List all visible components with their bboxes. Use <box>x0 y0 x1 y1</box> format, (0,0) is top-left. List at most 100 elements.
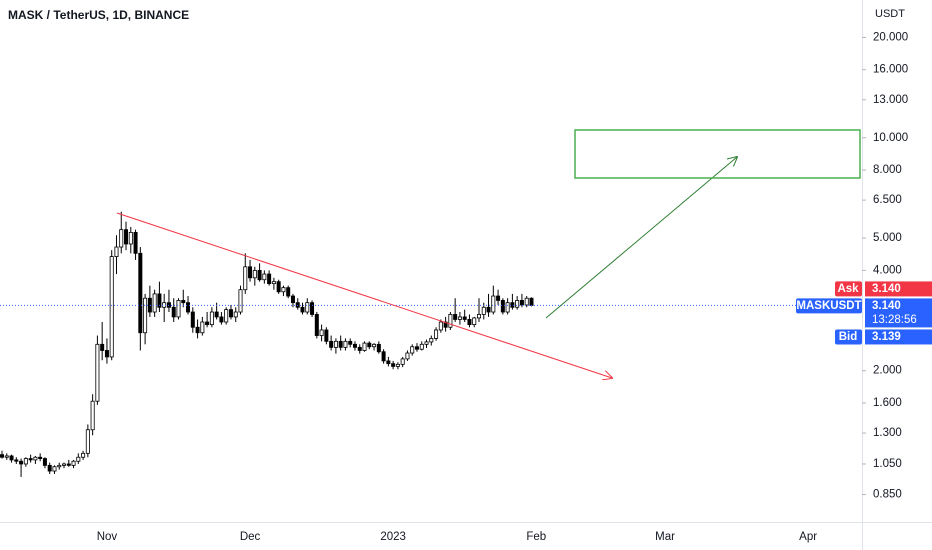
candle-body <box>414 346 419 350</box>
candle-body <box>190 311 195 328</box>
candle-body <box>42 458 47 466</box>
candle-body <box>491 295 496 313</box>
candle-body <box>23 458 28 465</box>
candle-body <box>224 309 229 323</box>
x-tick-label: Feb <box>526 531 546 543</box>
last-price: 3.140 <box>872 300 901 312</box>
candle-body <box>119 229 124 248</box>
candle-body <box>286 287 291 297</box>
candle-body <box>214 311 219 318</box>
y-tick-label: 13.000 <box>873 94 908 106</box>
candle-body <box>386 360 391 365</box>
y-tick-label: 2.000 <box>873 365 902 377</box>
candle-body <box>209 311 214 326</box>
candle-body <box>467 319 472 326</box>
ask-price: 3.140 <box>872 283 901 295</box>
candle-body <box>14 459 19 462</box>
candle-body <box>233 311 238 318</box>
candle-body <box>138 252 143 334</box>
candle-body <box>391 363 396 367</box>
bid-tag <box>835 329 862 345</box>
candle-body <box>0 454 4 458</box>
target-arrow <box>545 157 737 319</box>
countdown: 13:28:56 <box>872 314 917 326</box>
axis-unit: USDT <box>875 8 905 20</box>
candle-body <box>262 273 267 281</box>
bid-price: 3.139 <box>872 331 901 343</box>
candle-body <box>300 306 305 313</box>
last-price-box <box>865 298 932 328</box>
candle-body <box>62 463 67 466</box>
candle-body <box>248 266 253 279</box>
candle-body <box>486 306 491 313</box>
candle-body <box>376 343 381 353</box>
chart-title: MASK / TetherUS, 1D, BINANCE <box>8 8 189 22</box>
candle-body <box>90 400 95 431</box>
candle-body <box>305 302 310 313</box>
candle-body <box>85 429 90 454</box>
candle-body <box>4 455 9 458</box>
y-tick-label: 8.000 <box>873 164 902 176</box>
candle-body <box>481 306 486 315</box>
candle-body <box>66 463 71 466</box>
candle-body <box>176 300 181 318</box>
candle-body <box>424 341 429 345</box>
target-box <box>574 129 861 179</box>
bid-price-box <box>865 329 932 345</box>
candle-body <box>519 300 524 306</box>
candle-body <box>205 321 210 326</box>
x-tick-label: Nov <box>97 531 118 543</box>
candle-body <box>9 455 14 461</box>
candle-body <box>381 351 386 362</box>
candle-body <box>186 302 191 313</box>
candle-body <box>395 363 400 367</box>
candle-body <box>453 314 458 320</box>
candle-body <box>348 340 353 345</box>
candle-body <box>529 297 534 306</box>
symbol: MASKUSDT <box>796 300 861 312</box>
candle-body <box>505 302 510 313</box>
candle-body <box>443 321 448 328</box>
candle-body <box>147 297 152 313</box>
ask-price-box <box>865 281 932 297</box>
candle-body <box>28 458 33 461</box>
y-tick-label: 10.000 <box>873 132 908 144</box>
candle-body <box>100 343 105 351</box>
candle-body <box>19 460 24 465</box>
candle-body <box>367 342 372 348</box>
candle-body <box>319 329 324 336</box>
y-tick-label: 1.600 <box>873 397 902 409</box>
candle-body <box>267 273 272 285</box>
candle-body <box>515 300 520 308</box>
candle-body <box>524 297 529 306</box>
ask-tag <box>835 281 862 297</box>
candle-body <box>128 232 133 245</box>
candle-body <box>76 456 81 462</box>
candle-body <box>181 300 186 304</box>
candle-body <box>52 466 57 472</box>
candle-body <box>476 314 481 319</box>
y-tick-label: 1.300 <box>873 427 902 439</box>
candle-body <box>157 293 162 308</box>
candle-body <box>152 293 157 313</box>
candle-body <box>290 295 295 304</box>
candle-body <box>228 309 233 318</box>
candle-body <box>38 456 43 459</box>
candle-body <box>410 346 415 354</box>
candle-body <box>238 289 243 313</box>
candle-body <box>496 295 501 301</box>
candle-body <box>362 342 367 351</box>
candle-body <box>171 306 176 318</box>
candle-body <box>252 269 257 279</box>
candle-body <box>71 460 76 466</box>
candle-body <box>104 350 109 358</box>
candle-body <box>457 316 462 320</box>
candle-body <box>143 297 148 334</box>
trend-line <box>116 212 612 378</box>
candle-body <box>372 343 377 348</box>
candle-body <box>434 329 439 339</box>
candle-body <box>133 232 138 254</box>
candle-body <box>352 343 357 348</box>
candle-body <box>243 266 248 291</box>
x-tick-label: Dec <box>240 531 261 543</box>
